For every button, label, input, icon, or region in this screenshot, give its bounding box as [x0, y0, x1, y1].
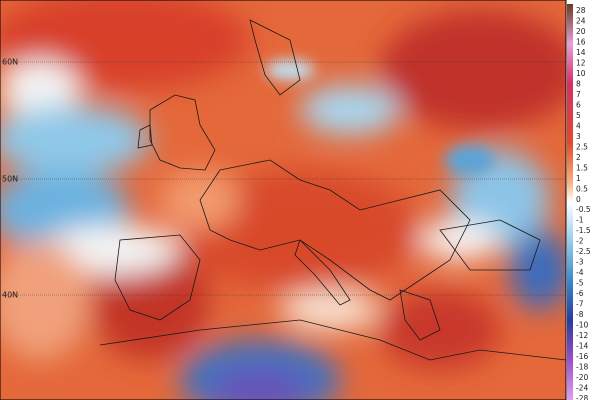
colorbar-label: -7 — [576, 300, 584, 309]
colorbar — [567, 4, 573, 400]
colorbar-label: 16 — [576, 37, 586, 46]
colorbar-label: 3 — [576, 132, 581, 141]
colorbar-label: 28 — [576, 6, 586, 15]
colorbar-label: -6 — [576, 289, 584, 298]
colorbar-label: -1 — [576, 216, 584, 225]
colorbar-label: 24 — [576, 16, 586, 25]
colorbar-label: 8 — [576, 79, 581, 88]
colorbar-label: -2 — [576, 237, 584, 246]
colorbar-label: 4 — [576, 121, 581, 130]
colorbar-label: -8 — [576, 310, 584, 319]
colorbar-label: 6 — [576, 100, 581, 109]
lat-label: 50N — [2, 175, 18, 184]
colorbar-label: -10 — [576, 321, 588, 330]
colorbar-label: -0.5 — [576, 205, 591, 214]
colorbar-label: 1 — [576, 174, 581, 183]
colorbar-label: 7 — [576, 90, 581, 99]
colorbar-label: -5 — [576, 279, 584, 288]
colorbar-label: 2 — [576, 153, 581, 162]
colorbar-label: -12 — [576, 331, 588, 340]
colorbar-label: -24 — [576, 384, 588, 393]
lat-labels: 60N 50N 40N — [2, 58, 18, 300]
colorbar-label: -28 — [576, 394, 588, 400]
map-frame — [0, 0, 567, 400]
colorbar-label: 14 — [576, 48, 586, 57]
colorbar-label: 20 — [576, 27, 586, 36]
colorbar-labels: 282420161412108765432.521.510.50-0.5-1-1… — [576, 6, 591, 400]
coastlines — [99, 19, 566, 361]
colorbar-label: 10 — [576, 69, 586, 78]
lat-label: 40N — [2, 291, 18, 300]
colorbar-label: 0 — [576, 195, 581, 204]
anomaly-field — [0, 0, 566, 400]
lat-lines — [0, 61, 566, 296]
colorbar-label: 5 — [576, 111, 581, 120]
colorbar-label: -4 — [576, 268, 584, 277]
colorbar-label: -2.5 — [576, 247, 591, 256]
colorbar-label: -20 — [576, 373, 588, 382]
colorbar-label: 1.5 — [576, 163, 588, 172]
colorbar-label: -18 — [576, 363, 588, 372]
lat-label: 60N — [2, 58, 18, 67]
colorbar-label: -3 — [576, 258, 584, 267]
colorbar-label: -1.5 — [576, 226, 591, 235]
colorbar-label: 12 — [576, 58, 586, 67]
colorbar-label: 2.5 — [576, 142, 588, 151]
colorbar-label: -14 — [576, 342, 588, 351]
colorbar-label: 0.5 — [576, 184, 588, 193]
colorbar-label: -16 — [576, 352, 588, 361]
